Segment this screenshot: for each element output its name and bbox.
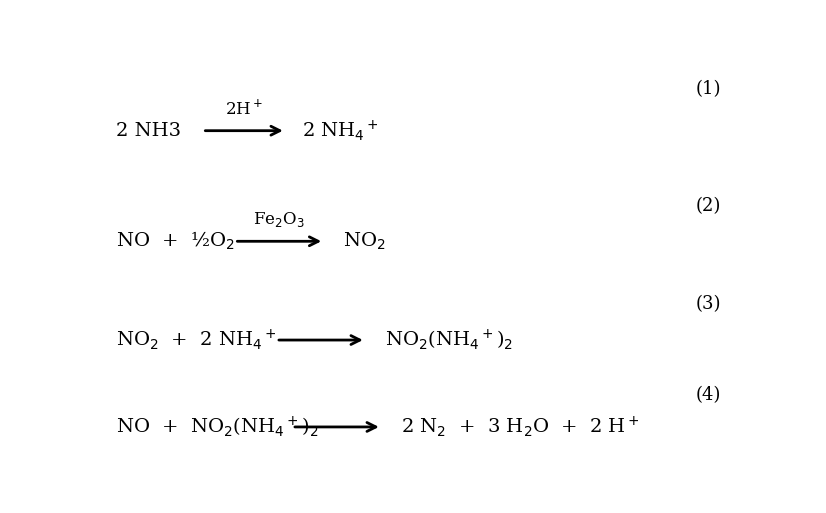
Text: (1): (1)	[695, 80, 721, 98]
Text: 2 NH3: 2 NH3	[116, 122, 181, 140]
Text: 2 N$_2$  +  3 H$_2$O  +  2 H$^+$: 2 N$_2$ + 3 H$_2$O + 2 H$^+$	[401, 415, 640, 439]
Text: (3): (3)	[695, 295, 721, 313]
Text: 2 NH$_4$$^+$: 2 NH$_4$$^+$	[301, 119, 378, 143]
Text: 2H$^+$: 2H$^+$	[225, 100, 263, 119]
Text: (2): (2)	[695, 197, 721, 215]
Text: Fe$_2$O$_3$: Fe$_2$O$_3$	[254, 210, 305, 229]
Text: NO$_2$(NH$_4$$^+$)$_2$: NO$_2$(NH$_4$$^+$)$_2$	[385, 328, 513, 352]
Text: (4): (4)	[695, 386, 721, 404]
Text: NO  +  ½O$_2$: NO + ½O$_2$	[116, 230, 235, 252]
Text: NO$_2$: NO$_2$	[344, 231, 386, 252]
Text: NO$_2$  +  2 NH$_4$$^+$: NO$_2$ + 2 NH$_4$$^+$	[116, 328, 277, 352]
Text: NO  +  NO$_2$(NH$_4$$^+$)$_2$: NO + NO$_2$(NH$_4$$^+$)$_2$	[116, 415, 318, 439]
